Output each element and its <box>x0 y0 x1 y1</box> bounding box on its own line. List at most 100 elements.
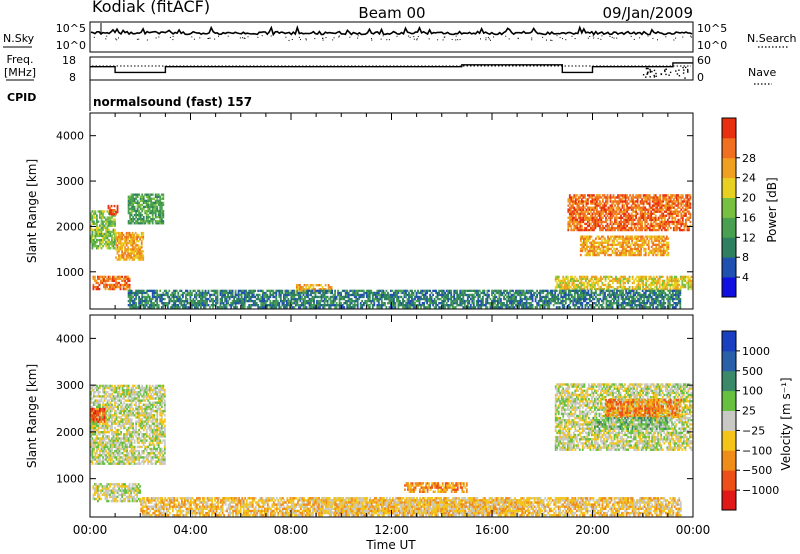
heatmap-cell <box>477 293 480 297</box>
heatmap-cell <box>137 236 140 239</box>
heatmap-cell <box>593 220 595 224</box>
heatmap-cell <box>626 206 629 209</box>
heatmap-cell <box>635 206 638 209</box>
heatmap-cell <box>453 289 456 293</box>
heatmap-cell <box>150 306 153 309</box>
heatmap-cell <box>573 212 576 215</box>
heatmap-cell <box>549 302 552 305</box>
heatmap-cell <box>118 285 120 289</box>
heatmap-cell <box>93 222 95 225</box>
nave-dot <box>647 67 649 70</box>
heatmap-cell <box>570 214 573 217</box>
heatmap-cell <box>323 299 326 303</box>
heatmap-cell <box>162 297 165 301</box>
nsearch-dot <box>490 39 491 41</box>
heatmap-cell <box>296 293 299 297</box>
nave-dot <box>655 75 657 77</box>
heatmap-cell <box>655 247 658 251</box>
heatmap-cell <box>669 208 672 211</box>
heatmap-cell <box>654 206 657 209</box>
heatmap-cell <box>136 213 139 217</box>
heatmap-cell <box>498 295 501 299</box>
heatmap-cell <box>625 237 628 240</box>
heatmap-cell <box>667 251 670 255</box>
heatmap-cell <box>607 281 610 285</box>
heatmap-cell <box>599 216 601 220</box>
heatmap-cell <box>293 289 296 293</box>
heatmap-cell <box>600 285 602 289</box>
heatmap-cell <box>603 275 605 279</box>
heatmap-cell <box>631 247 634 251</box>
heatmap-cell <box>682 279 685 283</box>
heatmap-cell <box>269 302 272 305</box>
heatmap-cell <box>124 275 127 279</box>
heatmap-cell <box>646 237 649 240</box>
heatmap-cell <box>477 306 480 309</box>
heatmap-cell <box>148 220 151 223</box>
heatmap-cell <box>650 241 653 244</box>
heatmap-cell <box>661 279 664 283</box>
heatmap-cell <box>122 244 125 247</box>
heatmap-cell <box>536 304 539 307</box>
heatmap-cell <box>587 220 589 224</box>
heatmap-cell <box>201 291 204 295</box>
heatmap-cell <box>608 228 610 232</box>
heatmap-cell <box>186 297 189 301</box>
heatmap-cell <box>269 306 272 309</box>
heatmap-cell <box>640 247 643 251</box>
heatmap-cell <box>534 299 537 303</box>
heatmap-cell <box>270 293 273 297</box>
heatmap-cell <box>203 306 205 309</box>
heatmap-cell <box>148 197 151 200</box>
heatmap-cell <box>365 299 368 303</box>
heatmap-cell <box>628 237 631 240</box>
heatmap-cell <box>399 295 401 299</box>
heatmap-cell <box>681 279 684 283</box>
heatmap-cell <box>96 240 98 244</box>
heatmap-cell <box>592 281 595 285</box>
heatmap-cell <box>572 295 575 299</box>
heatmap-cell <box>130 240 133 243</box>
heatmap-cell <box>589 283 592 287</box>
heatmap-cell <box>191 304 193 307</box>
heatmap-cell <box>607 253 609 257</box>
heatmap-cell <box>590 235 593 238</box>
heatmap-cell <box>564 295 567 299</box>
heatmap-cell <box>156 216 159 219</box>
heatmap-cell <box>657 204 660 207</box>
heatmap-cell <box>680 198 683 201</box>
heatmap-cell <box>278 304 281 307</box>
heatmap-cell <box>186 289 189 293</box>
heatmap-cell <box>466 306 469 309</box>
heatmap-cell <box>251 293 254 297</box>
freq-panel-frame <box>89 56 694 81</box>
heatmap-cell <box>552 304 555 307</box>
heatmap-cell <box>456 299 459 303</box>
heatmap-cell <box>245 299 248 303</box>
heatmap-cell <box>203 304 205 307</box>
heatmap-cell <box>157 295 160 299</box>
heatmap-cell <box>390 299 392 303</box>
heatmap-cell <box>240 304 243 307</box>
heatmap-cell <box>620 241 623 244</box>
heatmap-cell <box>612 285 614 289</box>
heatmap-cell <box>90 214 92 217</box>
heatmap-cell <box>230 302 233 305</box>
heatmap-cell <box>670 277 673 281</box>
heatmap-cell <box>661 239 664 242</box>
heatmap-cell <box>371 295 374 299</box>
heatmap-cell <box>617 206 619 209</box>
heatmap-cell <box>272 293 275 297</box>
heatmap-cell <box>379 289 382 293</box>
heatmap-cell <box>409 289 412 293</box>
heatmap-cell <box>174 293 177 297</box>
heatmap-cell <box>604 283 607 287</box>
heatmap-cell <box>585 226 588 230</box>
heatmap-cell <box>612 281 614 285</box>
heatmap-cell <box>597 210 600 213</box>
heatmap-cell <box>632 210 635 213</box>
heatmap-cell <box>139 258 142 261</box>
heatmap-cell <box>139 220 142 223</box>
heatmap-cell <box>154 201 157 205</box>
heatmap-cell <box>622 243 624 247</box>
